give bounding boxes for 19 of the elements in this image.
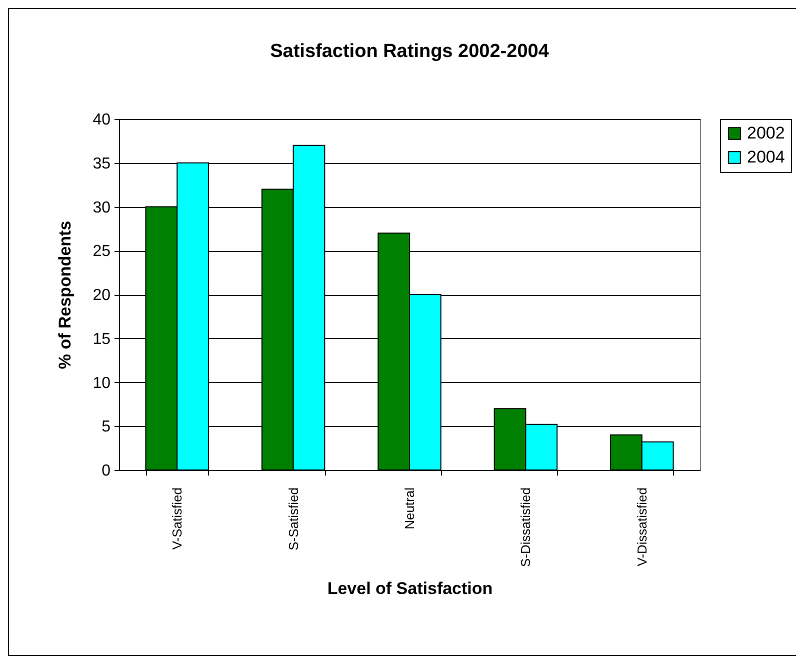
y-tick-label: 20: [92, 287, 111, 304]
x-tick-label: S-Satisfied: [286, 488, 301, 550]
x-tick-label: V-Satisfied: [170, 488, 185, 550]
y-tick-label: 40: [92, 112, 111, 128]
y-tick-label: 5: [102, 418, 111, 436]
y-axis-title: % of Respondents: [56, 220, 75, 370]
y-tick-label: 35: [92, 155, 111, 172]
x-tick-label: V-Dissatisfied: [634, 488, 650, 566]
y-tick-label: 25: [92, 243, 111, 260]
y-tick-label: 30: [92, 199, 111, 216]
chart-title: Satisfaction Ratings 2002-2004: [270, 41, 550, 62]
x-tick-label: S-Dissatisfied: [518, 488, 534, 567]
legend-label: 2002: [747, 124, 785, 142]
y-tick-label: 0: [102, 462, 111, 480]
legend-label: 2004: [747, 148, 785, 166]
y-tick-label: 10: [92, 374, 111, 392]
x-tick-label: Neutral: [402, 487, 417, 530]
y-tick-label: 15: [92, 330, 111, 348]
x-axis-title: Level of Satisfaction: [327, 578, 493, 598]
